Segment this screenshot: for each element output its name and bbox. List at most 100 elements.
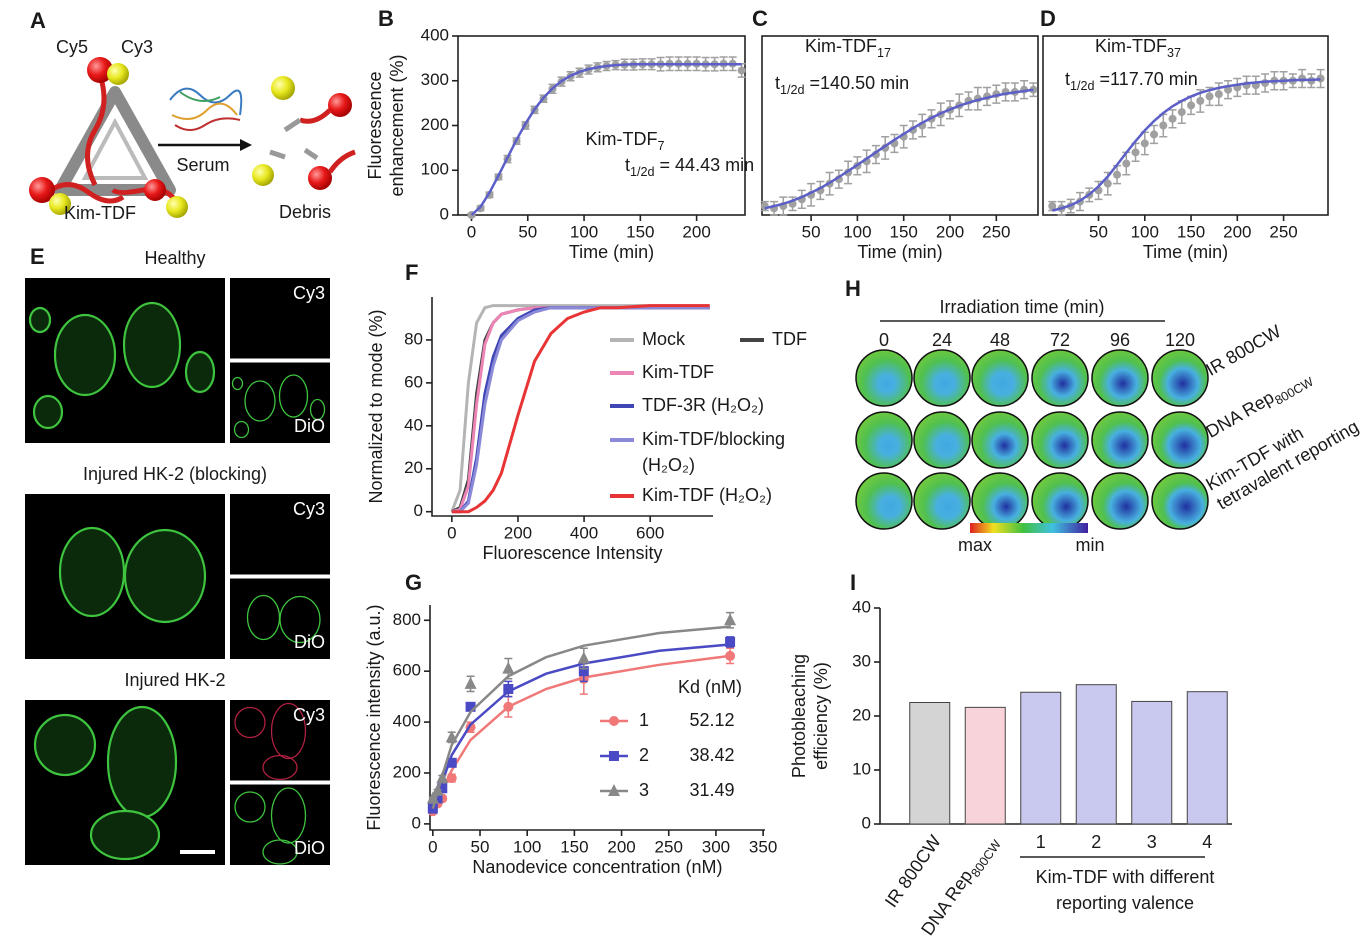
bar (909, 702, 951, 825)
tdf-diagram (29, 57, 188, 218)
well (1151, 472, 1209, 530)
x-tick-label: 150 (560, 837, 588, 856)
data-point (1187, 101, 1196, 110)
cell (184, 350, 216, 394)
bar (1020, 691, 1062, 825)
panel-label: I (850, 570, 856, 595)
y-tick-label: 60 (404, 372, 423, 391)
x-axis-label: Nanodevice concentration (nM) (472, 857, 722, 877)
legend-title: Kd (nM) (678, 677, 742, 697)
arrow-label: Serum (176, 155, 229, 175)
cell (270, 702, 307, 760)
annotation-text: Kim-TDF (1095, 36, 1167, 56)
x-tick-label: 250 (982, 222, 1010, 241)
nanodevice-label: Kim-TDF (64, 203, 136, 223)
well (1151, 411, 1209, 469)
annotation-subscript: 7 (657, 139, 664, 153)
x-tick-label: 150 (1177, 222, 1205, 241)
annotation: Kim-TDF37 (1095, 36, 1181, 61)
legend-label: Kim-TDF (H₂O₂) (642, 485, 772, 505)
cell (262, 754, 298, 781)
legend-label: Kim-TDF/blocking (642, 429, 785, 449)
h-title: Irradiation time (min) (939, 297, 1104, 317)
y-tick-label: 10 (852, 759, 871, 778)
time-label: 96 (1110, 330, 1130, 350)
annotation-subscript: 1/2d (1070, 79, 1095, 93)
channel-label: Cy3 (293, 705, 325, 725)
micrograph-channel (230, 278, 330, 359)
cell (234, 706, 266, 739)
y-tick-label: 200 (393, 762, 421, 781)
panel-label: F (405, 260, 418, 285)
x-axis-label: Time (min) (569, 242, 654, 262)
well (1091, 472, 1149, 530)
bar (1075, 684, 1117, 825)
annotation-text: t (775, 73, 780, 93)
y-tick-label: 400 (421, 25, 449, 44)
annotation-text: t (1065, 69, 1070, 89)
marker (426, 791, 439, 804)
annotation-text: Kim-TDF (805, 36, 877, 56)
axis-line (429, 605, 765, 831)
y-tick-label: 40 (852, 597, 871, 616)
y-tick-label: 0 (414, 501, 423, 520)
data-line (764, 88, 1034, 210)
cell (123, 528, 207, 624)
data-point (1103, 179, 1112, 188)
cell (234, 791, 266, 823)
y-tick-label: 0 (440, 204, 449, 223)
y-axis-label: Photobleaching (789, 654, 809, 778)
x-tick-label: 300 (702, 837, 730, 856)
micrograph-channel (230, 494, 330, 575)
x-tick-label: 150 (626, 222, 654, 241)
x-axis-label: Time (min) (1143, 242, 1228, 262)
well (1031, 349, 1089, 407)
time-label: 24 (932, 330, 952, 350)
time-label: 72 (1050, 330, 1070, 350)
annotation-subscript: 1/2d (780, 83, 805, 97)
data-line (451, 304, 710, 514)
x-tick-label: 200 (607, 837, 635, 856)
marker (445, 730, 458, 743)
bar (1186, 691, 1228, 825)
x-tick-label: 150 (890, 222, 918, 241)
well (855, 411, 913, 469)
y-axis-label: Normalized to mode (%) (366, 309, 386, 503)
x-tick-label: 50 (802, 222, 821, 241)
marker (725, 636, 736, 647)
x-tick-label: 350 (749, 837, 777, 856)
panel-label: A (30, 8, 46, 33)
well (913, 349, 971, 407)
y-tick-label: 0 (412, 813, 421, 832)
cell (33, 713, 97, 777)
legend-label: 1 (639, 710, 649, 730)
cell (262, 839, 298, 865)
annotation-text: Kim-TDF (586, 129, 658, 149)
data-point (1177, 108, 1186, 117)
cell (32, 394, 64, 430)
arrow (158, 139, 252, 151)
cell (231, 376, 244, 391)
data-point (1131, 148, 1140, 157)
marker (436, 771, 449, 784)
data-point (1140, 139, 1149, 148)
marker (502, 661, 515, 674)
x-tick-label: 100 (1131, 222, 1159, 241)
y-axis-label: Fluorescence intensity (a.u.) (364, 604, 384, 830)
data-line (1052, 78, 1321, 212)
data-point (1214, 90, 1223, 99)
x-tick-label: 50 (518, 222, 537, 241)
y-tick-label: 200 (421, 115, 449, 134)
x-tick-label: 100 (513, 837, 541, 856)
x-tick-label: 4 (1202, 832, 1212, 852)
annotation-text: =117.70 min (1095, 69, 1198, 89)
x-tick-label: 0 (467, 222, 476, 241)
data-point (1205, 92, 1214, 101)
y-tick-label: 0 (862, 813, 871, 832)
marker (464, 676, 477, 689)
y-tick-label: 30 (852, 651, 871, 670)
marker (577, 651, 590, 664)
panel-label: D (1040, 6, 1056, 31)
plot-frame (761, 35, 1039, 216)
y-tick-label: 100 (421, 160, 449, 179)
